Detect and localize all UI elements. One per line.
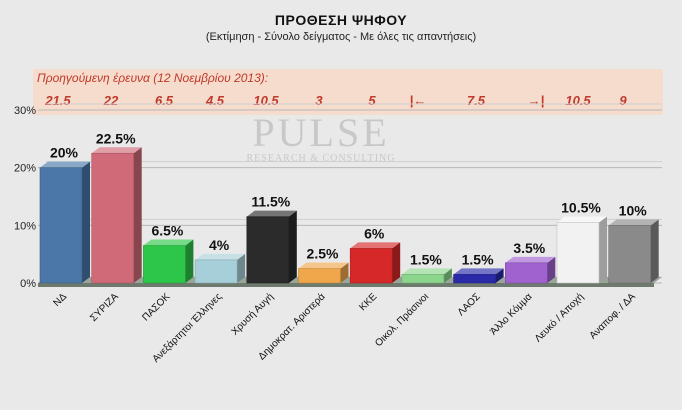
- bar-side: [82, 161, 90, 283]
- watermark-tagline: RESEARCH & CONSULTING: [246, 153, 396, 164]
- bar-top: [453, 268, 504, 275]
- bar-top: [608, 219, 659, 226]
- data-label: 3.5%: [513, 240, 545, 256]
- data-label: 6%: [364, 225, 385, 241]
- data-label: 20%: [50, 145, 79, 161]
- data-label: 1.5%: [462, 251, 494, 267]
- bar-side: [547, 256, 556, 283]
- x-tick-label: ΣΥΡΙΖΑ: [88, 291, 121, 324]
- data-label: 6.5%: [151, 223, 183, 239]
- y-tick-label: 10%: [14, 220, 36, 232]
- bar: [298, 268, 341, 284]
- y-tick-label: 20%: [14, 163, 36, 175]
- bar-top: [298, 262, 349, 269]
- data-label: 11.5%: [251, 194, 290, 210]
- bar: [246, 216, 290, 284]
- bar-side: [288, 210, 297, 283]
- previous-value-kke: 5: [368, 93, 376, 108]
- bar-top: [557, 216, 607, 223]
- bar: [91, 152, 134, 284]
- bar-side: [237, 253, 246, 283]
- watermark-logo: PULSE: [252, 110, 390, 155]
- x-tick-label: Αναποφ. / ΔΑ: [588, 291, 638, 341]
- chart-title: ΠΡΟΘΕΣΗ ΨΗΦΟΥ: [274, 12, 408, 28]
- x-tick-label: ΠΑΣΟΚ: [140, 291, 172, 323]
- x-tick-label: Οικολ. Πράσινοι: [373, 291, 431, 349]
- bar-top: [505, 256, 556, 263]
- x-tick-label: Χρυσή Αυγή: [229, 291, 276, 338]
- previous-value-undecided: 9: [619, 93, 627, 108]
- bar-top: [40, 161, 90, 168]
- bar-side: [133, 147, 142, 283]
- bar: [504, 262, 548, 284]
- chart-subtitle: (Εκτίμηση - Σύνολο δείγματος - Με όλες τ…: [205, 31, 477, 43]
- bar: [608, 225, 652, 284]
- bar: [401, 274, 445, 284]
- data-label: 10.5%: [561, 199, 601, 215]
- bar-side: [185, 239, 194, 283]
- bar: [143, 245, 186, 284]
- x-tick-label: ΝΔ: [52, 291, 70, 309]
- bar-top: [195, 253, 246, 260]
- data-label: 2.5%: [307, 246, 339, 262]
- bar: [194, 259, 238, 284]
- data-label: 4%: [209, 237, 230, 253]
- bar-top: [246, 210, 297, 217]
- chart-floor-edge: [38, 283, 654, 287]
- y-tick-label: 30%: [14, 105, 36, 117]
- y-tick-label: 0%: [20, 278, 36, 290]
- bar: [39, 167, 83, 284]
- bar-side: [443, 268, 452, 283]
- x-tick-label: Άλλο Κόμμα: [488, 290, 535, 337]
- bar-top: [91, 147, 142, 154]
- previous-survey-label: Προηγούμενη έρευνα (12 Νοεμβρίου 2013):: [37, 71, 269, 85]
- bar-side: [495, 268, 504, 283]
- pulse-watermark: PULSE RESEARCH & CONSULTING: [246, 110, 396, 165]
- bar-top: [401, 268, 452, 275]
- bar-side: [340, 262, 349, 283]
- data-label: 22.5%: [96, 130, 136, 146]
- bar: [453, 274, 496, 284]
- x-tick-label: ΚΚΕ: [357, 291, 379, 313]
- bar-top: [350, 242, 401, 249]
- bar-side: [392, 242, 401, 283]
- bar: [349, 248, 393, 284]
- data-label: 10%: [619, 202, 648, 218]
- bar-side: [650, 219, 659, 283]
- bar: [556, 222, 600, 284]
- data-label: 1.5%: [410, 251, 442, 267]
- bar-side: [599, 216, 607, 283]
- bar-top: [143, 239, 194, 246]
- x-tick-label: ΛΑΟΣ: [456, 291, 483, 318]
- previous-value-dimar: 3: [315, 93, 323, 108]
- x-tick-label: Λευκό / Αποχή: [532, 291, 586, 345]
